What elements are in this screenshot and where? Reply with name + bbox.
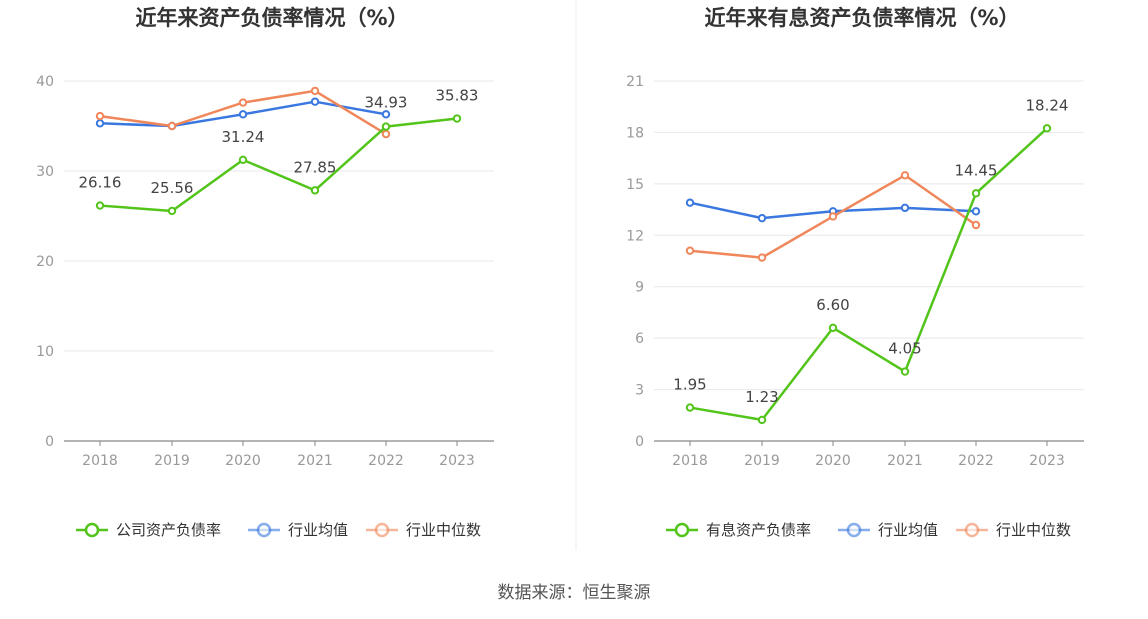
- source-note: 数据来源：恒生聚源: [498, 583, 651, 603]
- legend-marker: [846, 522, 862, 538]
- y-tick-label: 18: [626, 125, 644, 141]
- data-point: [238, 110, 248, 119]
- legend-item-2[interactable]: 行业中位数: [956, 521, 1071, 539]
- legend-marker: [964, 522, 980, 538]
- x-tick-label: 2023: [439, 453, 475, 469]
- data-point: [900, 367, 910, 376]
- data-point: [238, 98, 248, 107]
- data-point: [1042, 124, 1052, 133]
- data-point: [310, 186, 320, 195]
- data-point: [167, 206, 177, 216]
- data-point: [310, 97, 320, 106]
- data-label: 14.45: [955, 161, 998, 179]
- legend-marker: [84, 522, 100, 538]
- legend-label: 行业均值: [288, 521, 348, 539]
- data-point: [167, 121, 177, 131]
- data-point: [381, 129, 391, 139]
- data-point: [971, 207, 981, 216]
- data-point: [757, 415, 767, 425]
- data-point: [95, 119, 105, 128]
- y-tick-label: 15: [626, 177, 644, 193]
- y-tick-label: 0: [635, 434, 644, 450]
- y-tick-label: 20: [36, 254, 54, 270]
- y-tick-label: 12: [626, 228, 644, 244]
- data-label: 1.95: [673, 376, 706, 394]
- data-label: 31.24: [222, 128, 265, 146]
- chart-debt-ratio: 近年来资产负债率情况（%） 0 10 20 30 40 2018 2019 2020 2021 20…: [36, 6, 494, 539]
- data-point: [685, 246, 695, 255]
- data-label: 6.60: [816, 296, 849, 314]
- data-label: 1.23: [745, 388, 778, 406]
- legend-label: 行业均值: [878, 521, 938, 539]
- legend-item-0[interactable]: 公司资产负债率: [76, 521, 221, 539]
- chart-title: 近年来有息资产负债率情况（%）: [704, 6, 1019, 30]
- y-tick-label: 3: [635, 383, 644, 399]
- chart-interest-bearing-debt-ratio: 近年来有息资产负债率情况（%） 0 3 6 9 12 15 18 21 2018 2019 2020 2…: [626, 6, 1084, 539]
- y-tick-label: 9: [635, 280, 644, 296]
- data-point: [900, 171, 910, 180]
- x-tick-label: 2018: [82, 453, 118, 469]
- data-label: 18.24: [1026, 96, 1069, 114]
- data-point: [381, 122, 391, 131]
- data-point: [900, 203, 910, 213]
- data-point: [381, 110, 391, 119]
- legend-label: 公司资产负债率: [116, 521, 221, 539]
- legend-item-1[interactable]: 行业均值: [838, 521, 938, 539]
- data-point: [757, 253, 767, 262]
- legend-marker: [374, 522, 390, 538]
- series-line-0: [99, 117, 458, 213]
- x-tick-label: 2023: [1029, 453, 1065, 469]
- y-tick-label: 21: [626, 74, 644, 90]
- x-tick-label: 2020: [815, 453, 851, 469]
- data-label: 26.16: [79, 174, 122, 192]
- legend-marker: [256, 522, 272, 538]
- data-label: 34.93: [365, 94, 408, 112]
- data-point: [310, 86, 320, 96]
- legend-label: 有息资产负债率: [706, 521, 811, 539]
- x-tick-label: 2021: [297, 453, 333, 469]
- data-label: 25.56: [151, 179, 194, 197]
- data-point: [685, 198, 695, 207]
- legend-item-2[interactable]: 行业中位数: [366, 521, 481, 539]
- y-tick-label: 10: [36, 344, 54, 360]
- x-tick-label: 2019: [154, 453, 190, 469]
- x-tick-label: 2021: [887, 453, 923, 469]
- chart-title: 近年来资产负债率情况（%）: [135, 6, 408, 30]
- data-point: [685, 403, 695, 412]
- legend-item-1[interactable]: 行业均值: [248, 521, 348, 539]
- data-point: [757, 213, 767, 223]
- y-tick-label: 30: [36, 164, 54, 180]
- series-line-0: [689, 127, 1048, 422]
- data-point: [828, 323, 838, 333]
- y-tick-label: 40: [36, 74, 54, 90]
- data-point: [971, 220, 981, 230]
- data-point: [95, 201, 105, 210]
- data-label: 27.85: [294, 158, 337, 176]
- data-point: [828, 212, 838, 221]
- x-tick-label: 2022: [958, 453, 994, 469]
- x-tick-label: 2019: [744, 453, 780, 469]
- data-point: [95, 111, 105, 121]
- x-tick-label: 2020: [225, 453, 261, 469]
- legend-label: 行业中位数: [406, 521, 481, 539]
- data-point: [238, 155, 248, 165]
- y-tick-label: 6: [635, 331, 644, 347]
- data-point: [971, 189, 981, 198]
- data-point: [452, 114, 462, 123]
- legend-marker: [674, 522, 690, 538]
- x-tick-label: 2022: [368, 453, 404, 469]
- data-label: 4.05: [888, 340, 921, 358]
- y-tick-label: 0: [45, 434, 54, 450]
- legend-item-0[interactable]: 有息资产负债率: [666, 521, 811, 539]
- legend-label: 行业中位数: [996, 521, 1071, 539]
- x-tick-label: 2018: [672, 453, 708, 469]
- data-label: 35.83: [436, 87, 479, 105]
